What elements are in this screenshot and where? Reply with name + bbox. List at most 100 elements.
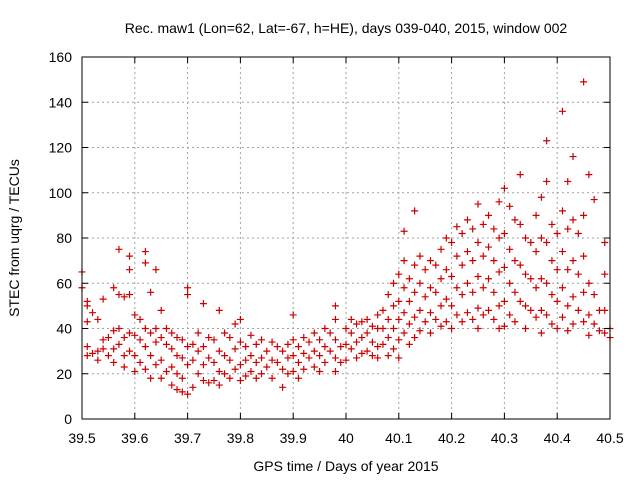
data-point xyxy=(390,325,398,332)
data-point xyxy=(558,207,566,215)
x-tick-label: 40 xyxy=(338,430,354,446)
data-point xyxy=(543,279,551,287)
data-point xyxy=(405,297,413,305)
data-point xyxy=(141,365,149,373)
data-point xyxy=(426,309,434,317)
data-point xyxy=(384,352,392,360)
chart-title: Rec. maw1 (Lon=62, Lat=-67, h=HE), days … xyxy=(125,20,568,36)
data-point xyxy=(231,320,239,328)
data-point xyxy=(199,377,207,385)
data-point xyxy=(580,318,588,326)
data-point xyxy=(543,239,551,247)
data-point xyxy=(263,363,271,371)
data-point xyxy=(126,329,134,337)
data-point xyxy=(205,354,213,362)
data-point xyxy=(321,325,329,332)
data-point xyxy=(210,377,218,385)
data-point xyxy=(173,334,181,342)
x-tick-label: 39.9 xyxy=(280,430,307,446)
data-point xyxy=(601,306,609,314)
data-point xyxy=(511,318,519,326)
data-point xyxy=(199,361,207,369)
data-point xyxy=(168,381,176,389)
data-point xyxy=(516,220,524,228)
data-point xyxy=(236,377,244,385)
data-point xyxy=(395,336,403,344)
data-point xyxy=(368,352,376,360)
data-point xyxy=(411,261,419,269)
axis-ticks xyxy=(81,56,611,420)
data-point xyxy=(543,177,551,185)
data-point xyxy=(110,358,118,366)
data-point xyxy=(522,325,530,332)
data-point xyxy=(168,363,176,371)
data-point xyxy=(437,302,445,310)
y-tick-label: 100 xyxy=(49,185,73,201)
data-point xyxy=(495,268,503,276)
data-point xyxy=(120,334,128,342)
x-tick-label: 40.4 xyxy=(544,430,571,446)
data-point xyxy=(189,340,197,348)
data-point xyxy=(522,302,530,310)
y-tick-label: 160 xyxy=(49,49,73,65)
data-point xyxy=(236,361,244,369)
data-point xyxy=(516,261,524,269)
data-point xyxy=(83,318,91,326)
data-point xyxy=(221,329,229,337)
data-point xyxy=(347,345,355,353)
data-point xyxy=(469,315,477,323)
data-point xyxy=(189,383,197,391)
y-tick-label: 120 xyxy=(49,140,73,156)
data-point xyxy=(390,345,398,353)
data-point xyxy=(152,266,160,274)
data-point xyxy=(585,279,593,287)
x-axis-label: GPS time / Days of year 2015 xyxy=(253,458,438,474)
data-point xyxy=(268,356,276,364)
data-point xyxy=(110,327,118,335)
data-point xyxy=(564,177,572,185)
data-point xyxy=(157,334,165,342)
data-point xyxy=(411,313,419,321)
data-point xyxy=(131,367,139,375)
data-point xyxy=(469,257,477,265)
data-point xyxy=(569,216,577,224)
data-point xyxy=(284,370,292,378)
data-point xyxy=(368,338,376,346)
data-point xyxy=(574,229,582,237)
data-point xyxy=(347,315,355,323)
data-point xyxy=(511,216,519,224)
data-point xyxy=(585,311,593,319)
data-point xyxy=(532,248,540,256)
data-point xyxy=(463,309,471,317)
data-point xyxy=(226,334,234,342)
data-point xyxy=(390,302,398,310)
data-point xyxy=(548,220,556,228)
data-point xyxy=(601,329,609,337)
data-point xyxy=(479,311,487,319)
data-point xyxy=(178,388,186,396)
data-point xyxy=(99,295,107,303)
data-points xyxy=(78,78,614,398)
data-point xyxy=(474,272,482,280)
data-point xyxy=(104,334,112,342)
data-point xyxy=(131,331,139,339)
data-point xyxy=(453,284,461,292)
data-point xyxy=(226,356,234,364)
data-point xyxy=(485,306,493,314)
data-point xyxy=(252,358,260,366)
data-point xyxy=(104,352,112,360)
data-point xyxy=(289,367,297,375)
data-point xyxy=(279,347,287,355)
data-point xyxy=(252,374,260,382)
data-point xyxy=(337,358,345,366)
data-point xyxy=(83,302,91,310)
data-point xyxy=(379,325,387,332)
data-point xyxy=(548,291,556,299)
data-point xyxy=(115,325,123,332)
data-point xyxy=(537,329,545,337)
data-point xyxy=(242,343,250,351)
data-point xyxy=(537,306,545,314)
data-point xyxy=(258,354,266,362)
data-point xyxy=(595,327,603,335)
data-point xyxy=(543,137,551,145)
